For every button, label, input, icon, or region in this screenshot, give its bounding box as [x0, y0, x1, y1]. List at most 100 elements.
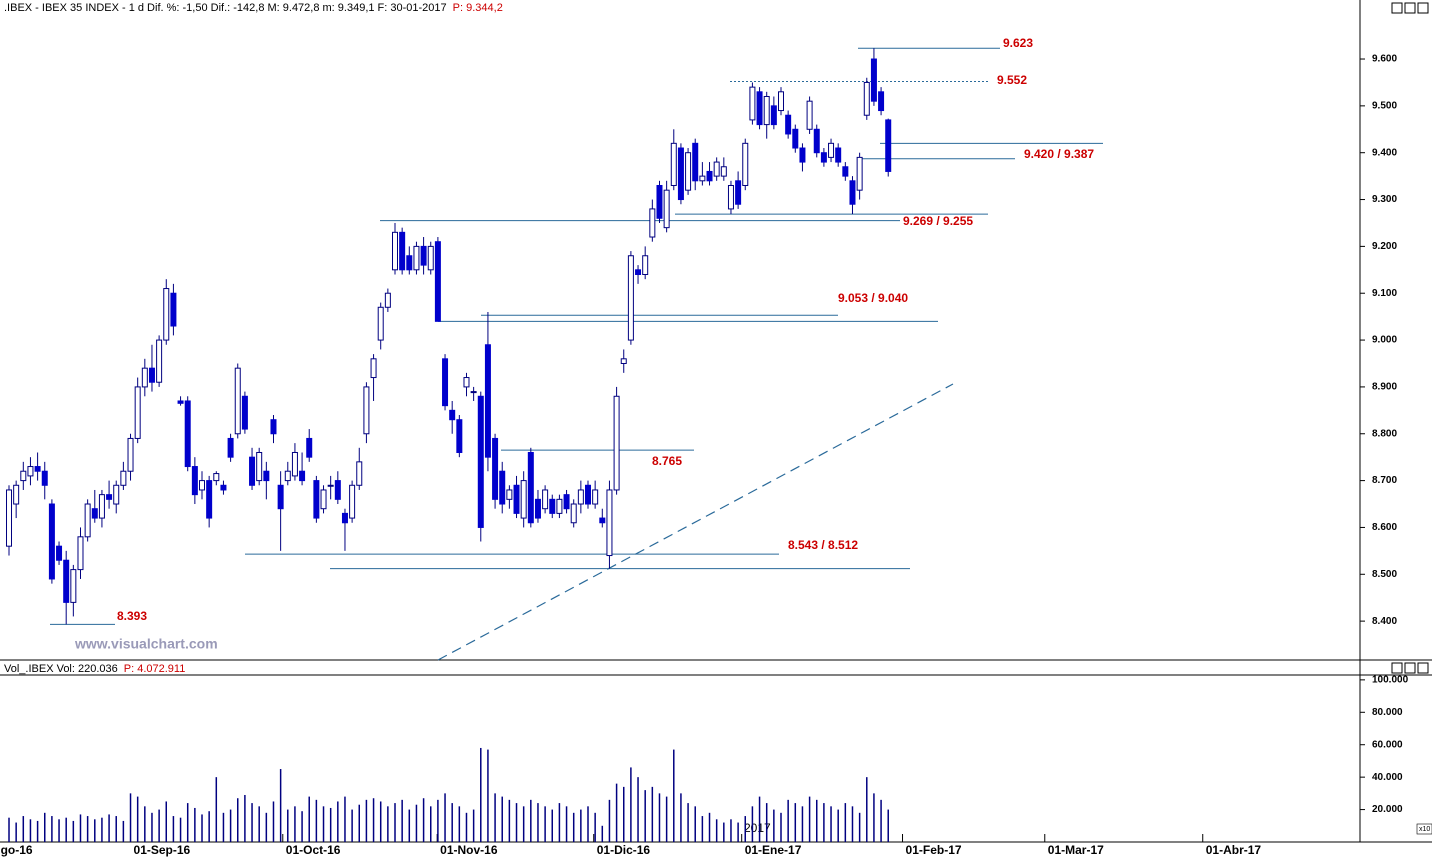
candle-body: [277, 484, 284, 510]
candle-body: [756, 91, 763, 126]
close-button[interactable]: [1417, 2, 1429, 14]
level-label: 8.543 / 8.512: [788, 538, 858, 552]
candle-body: [106, 494, 113, 500]
candle-body: [720, 166, 727, 177]
candle-body: [713, 161, 720, 177]
y-tick-label: 9.500: [1372, 101, 1397, 112]
minimize-button[interactable]: [1391, 2, 1403, 14]
candle-body: [34, 466, 41, 472]
candle-body: [399, 231, 406, 271]
year-label: 2017: [744, 821, 771, 835]
candle-body: [620, 358, 627, 364]
candle-body: [570, 503, 577, 524]
candle-body: [863, 81, 870, 116]
candle-body: [449, 409, 456, 421]
candle-body: [113, 484, 120, 505]
candle-body: [828, 142, 835, 158]
y-tick-label: 8.600: [1372, 522, 1397, 533]
candle-body: [77, 536, 84, 571]
candle-body: [706, 170, 713, 182]
candle-body: [249, 456, 256, 486]
y-tick-label: 9.100: [1372, 288, 1397, 299]
level-label: 8.765: [652, 454, 682, 468]
y-tick-label: 9.000: [1372, 335, 1397, 346]
candle-body: [649, 208, 656, 238]
candle-body: [377, 306, 384, 341]
candle-body: [392, 231, 399, 271]
x-tick-label: 01-Sep-16: [134, 843, 191, 857]
y-tick-label: 8.900: [1372, 382, 1397, 393]
candle-body: [677, 147, 684, 201]
candle-body: [763, 95, 770, 126]
candle-body: [692, 142, 699, 182]
minimize-button[interactable]: [1391, 662, 1403, 674]
candle-body: [556, 498, 563, 514]
maximize-button[interactable]: [1404, 662, 1416, 674]
candle-body: [41, 470, 48, 486]
candle-body: [341, 512, 348, 524]
candle-body: [642, 255, 649, 275]
candle-body: [627, 255, 634, 341]
candle-body: [856, 156, 863, 191]
candle-body: [284, 470, 291, 482]
candle-body: [84, 503, 91, 538]
y-tick-label: 8.700: [1372, 475, 1397, 486]
candle-body: [506, 489, 513, 500]
candle-body: [542, 489, 549, 510]
candle-body: [213, 473, 220, 482]
candle-body: [363, 386, 370, 435]
y-tick-label: 9.400: [1372, 147, 1397, 158]
x-tick-label: 01-Nov-16: [440, 843, 498, 857]
candle-body: [577, 489, 584, 505]
candle-body: [291, 451, 298, 477]
window-buttons[interactable]: [1391, 2, 1429, 674]
candle-body: [799, 147, 806, 163]
candle-body: [463, 377, 470, 388]
candle-body: [13, 484, 20, 505]
candle-body: [413, 245, 420, 271]
candle-body: [727, 184, 734, 210]
y-tick-label: 9.200: [1372, 241, 1397, 252]
candle-body: [370, 358, 377, 379]
scale-note-box: [1416, 823, 1432, 835]
candle-body: [27, 466, 34, 477]
x-tick-label: 01-Feb-17: [906, 843, 962, 857]
candle-body: [842, 166, 849, 177]
x-tick-label: 01-Dic-16: [597, 843, 651, 857]
candle-body: [599, 517, 606, 524]
candle-body: [785, 114, 792, 135]
maximize-button[interactable]: [1404, 2, 1416, 14]
candle-body: [70, 569, 77, 603]
candle-body: [563, 494, 570, 510]
candle-body: [792, 128, 799, 149]
scale-note: x10: [1419, 826, 1430, 833]
candle-body: [534, 498, 541, 519]
x-tick-label: go-16: [1, 843, 33, 857]
candle-body: [120, 470, 127, 486]
candle-body: [806, 100, 813, 130]
candle-body: [270, 419, 277, 435]
candle-body: [592, 489, 599, 505]
candle-body: [356, 461, 363, 486]
y-tick-label: 8.800: [1372, 428, 1397, 439]
candle-body: [320, 489, 327, 510]
candle-body: [134, 386, 141, 439]
candle-body: [656, 184, 663, 219]
level-label: 9.420 / 9.387: [1024, 147, 1094, 161]
y-tick-label: 40.000: [1372, 772, 1403, 783]
candle-body: [820, 152, 827, 163]
header-info: .IBEX - IBEX 35 INDEX - 1 d Dif. %: -1,5…: [4, 2, 447, 14]
candle-body: [813, 128, 820, 154]
candle-body: [470, 391, 477, 394]
candle-body: [878, 91, 885, 112]
volume-info: Vol_.IBEX Vol: 220.036: [4, 663, 118, 675]
candle-body: [585, 484, 592, 505]
candle-body: [477, 395, 484, 528]
candle-body: [635, 269, 642, 275]
candle-body: [427, 245, 434, 271]
candle-body: [156, 339, 163, 383]
y-tick-label: 60.000: [1372, 739, 1403, 750]
candle-body: [685, 152, 692, 191]
close-button[interactable]: [1417, 662, 1429, 674]
